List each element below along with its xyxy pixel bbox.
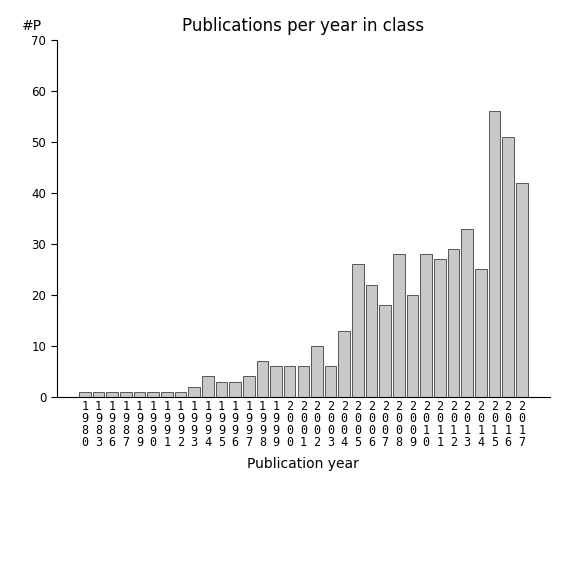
Bar	[79, 392, 91, 397]
Bar	[338, 331, 350, 397]
Bar	[188, 387, 200, 397]
Bar	[107, 392, 118, 397]
Bar	[434, 259, 446, 397]
Bar	[393, 254, 405, 397]
Bar	[352, 264, 364, 397]
X-axis label: Publication year: Publication year	[247, 457, 359, 471]
Text: #P: #P	[22, 19, 43, 32]
Bar	[120, 392, 132, 397]
Bar	[298, 366, 309, 397]
Bar	[270, 366, 282, 397]
Bar	[325, 366, 336, 397]
Bar	[229, 382, 241, 397]
Bar	[175, 392, 187, 397]
Bar	[147, 392, 159, 397]
Bar	[311, 346, 323, 397]
Bar	[161, 392, 172, 397]
Bar	[489, 111, 500, 397]
Bar	[366, 285, 378, 397]
Bar	[202, 376, 214, 397]
Bar	[257, 361, 268, 397]
Bar	[93, 392, 104, 397]
Bar	[379, 305, 391, 397]
Bar	[516, 183, 527, 397]
Bar	[502, 137, 514, 397]
Bar	[475, 269, 486, 397]
Bar	[448, 249, 459, 397]
Bar	[215, 382, 227, 397]
Bar	[420, 254, 432, 397]
Bar	[284, 366, 295, 397]
Title: Publications per year in class: Publications per year in class	[182, 18, 425, 35]
Bar	[134, 392, 145, 397]
Bar	[243, 376, 255, 397]
Bar	[462, 229, 473, 397]
Bar	[407, 295, 418, 397]
